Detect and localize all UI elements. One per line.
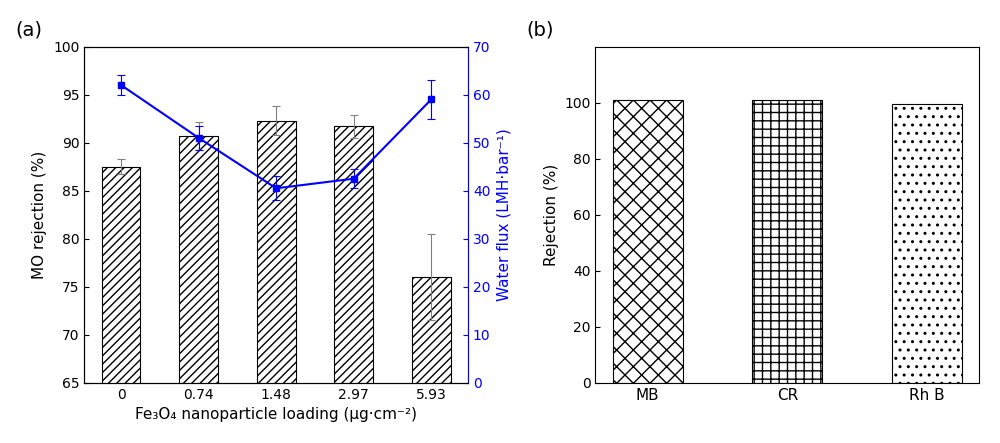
Bar — [257, 120, 296, 443]
Bar — [102, 167, 140, 443]
Text: (b): (b) — [526, 21, 554, 40]
Y-axis label: Rejection (%): Rejection (%) — [544, 163, 559, 266]
Y-axis label: MO rejection (%): MO rejection (%) — [32, 151, 47, 279]
Bar — [752, 100, 822, 383]
Bar — [412, 277, 451, 443]
X-axis label: Fe₃O₄ nanoparticle loading (μg·cm⁻²): Fe₃O₄ nanoparticle loading (μg·cm⁻²) — [135, 407, 417, 422]
Bar — [613, 100, 683, 383]
Y-axis label: Water flux (LMH·bar⁻¹): Water flux (LMH·bar⁻¹) — [496, 128, 511, 301]
Bar — [179, 136, 218, 443]
Bar — [892, 104, 962, 383]
Text: (a): (a) — [15, 21, 42, 40]
Bar — [334, 126, 373, 443]
